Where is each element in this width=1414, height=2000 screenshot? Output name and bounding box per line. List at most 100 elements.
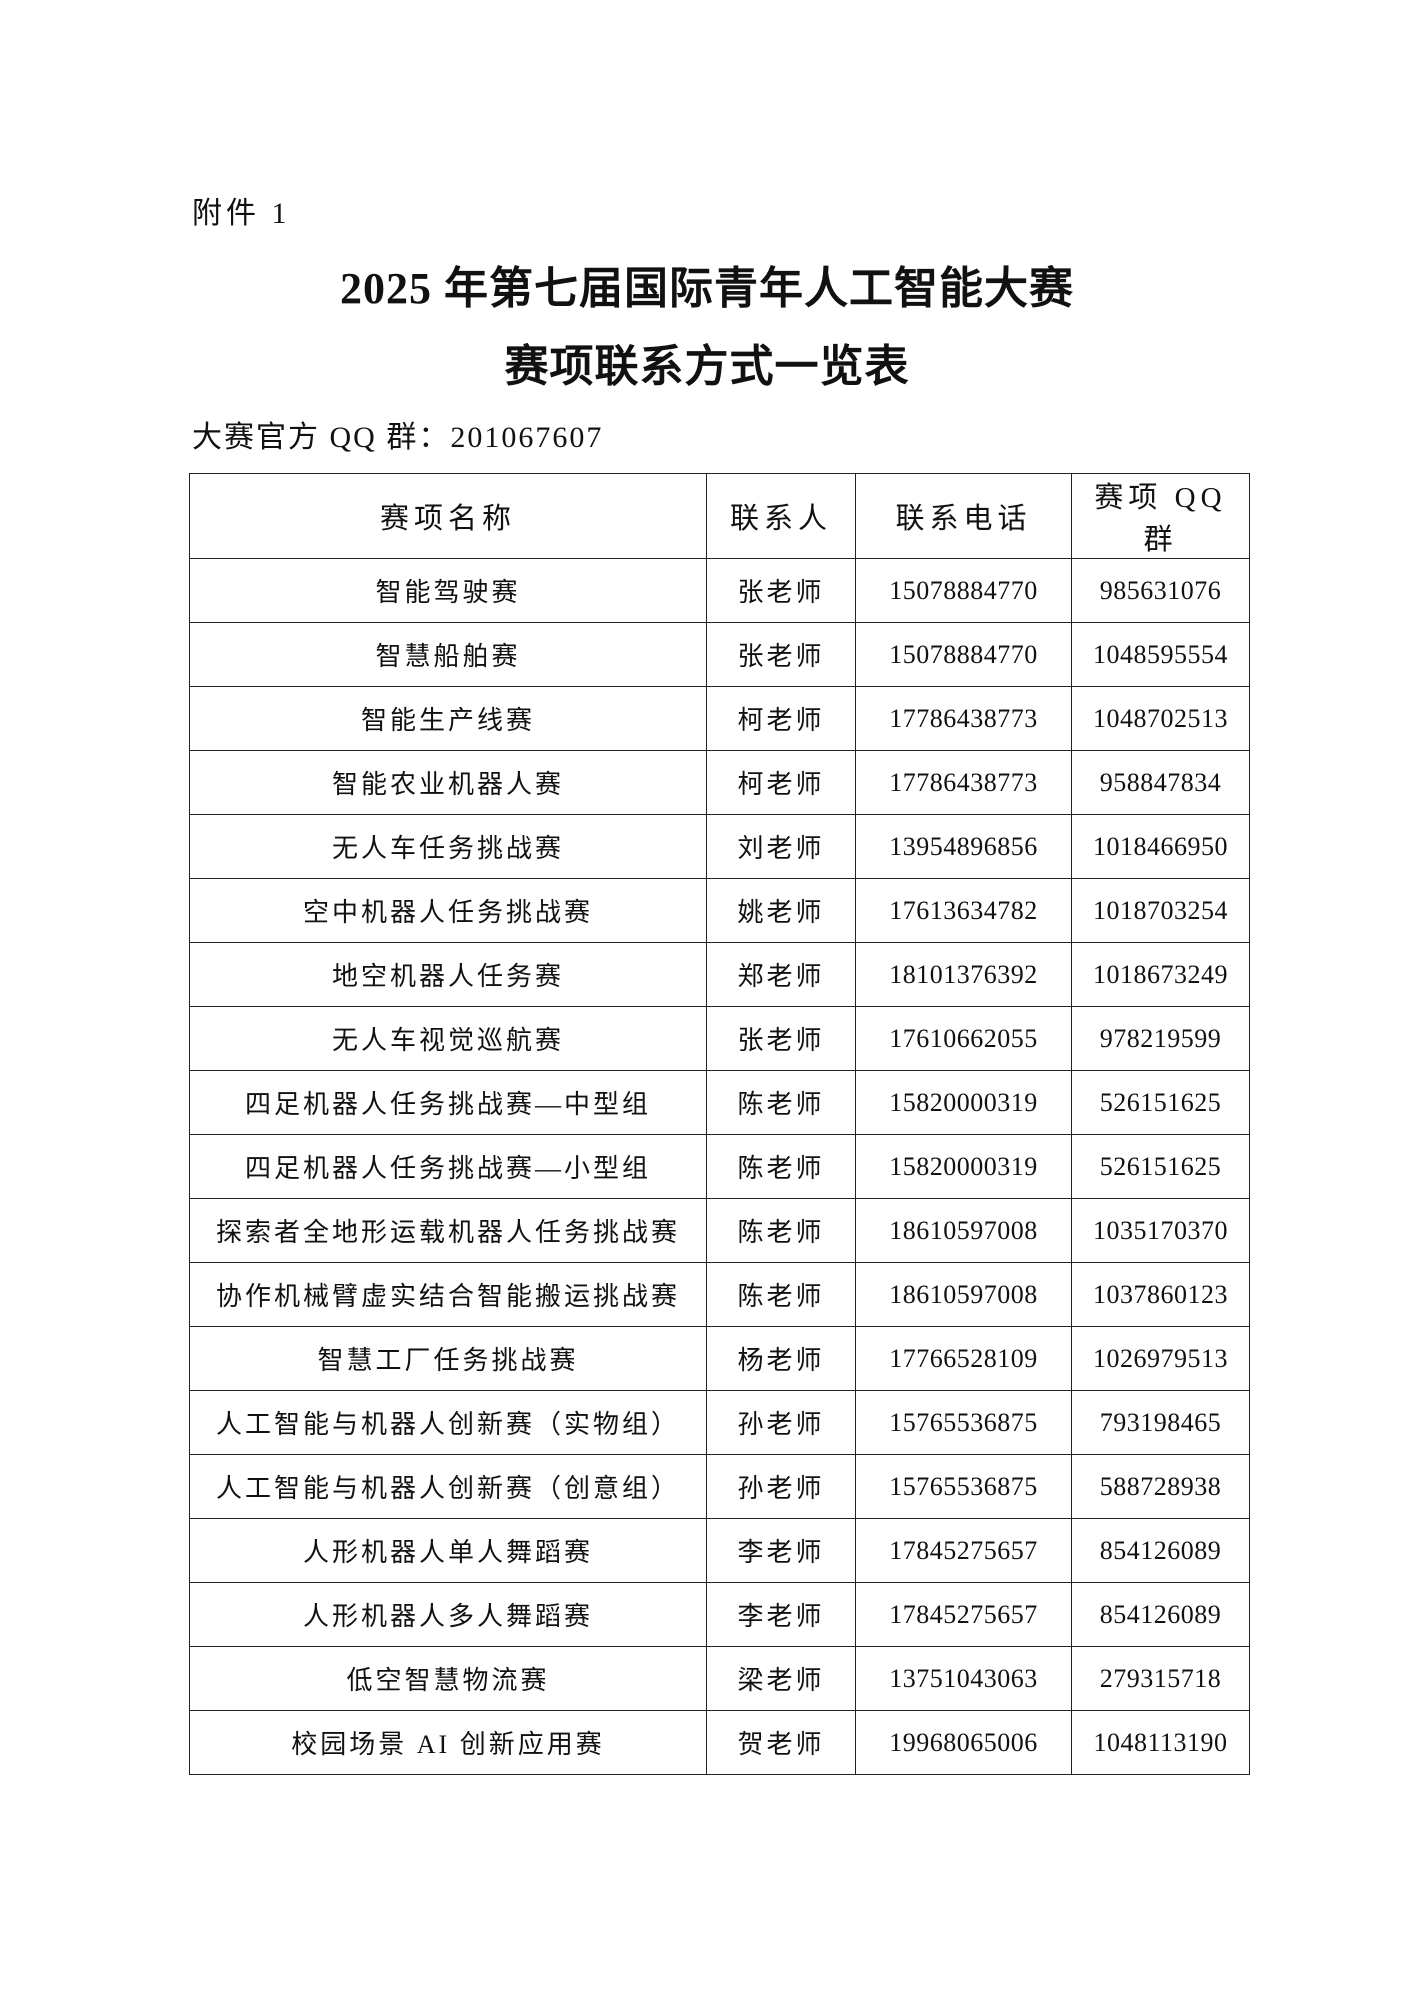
contact-cell: 李老师 — [706, 1518, 856, 1583]
contact-cell: 贺老师 — [706, 1710, 856, 1775]
phone-cell: 17610662055 — [855, 1006, 1072, 1071]
contact-cell: 张老师 — [706, 1006, 856, 1071]
contact-table: 赛项名称 联系人 联系电话 赛项 QQ 群 智能驾驶赛 张老师 1507888477… — [189, 473, 1250, 1775]
table-row: 人形机器人单人舞蹈赛 李老师 17845275657 854126089 — [189, 1518, 1250, 1583]
event-name-cell: 人工智能与机器人创新赛（创意组） — [189, 1454, 707, 1519]
phone-cell: 18610597008 — [855, 1262, 1072, 1327]
table-row: 无人车视觉巡航赛 张老师 17610662055 978219599 — [189, 1006, 1250, 1071]
qq-group-cell: 958847834 — [1071, 750, 1250, 815]
contact-cell: 郑老师 — [706, 942, 856, 1007]
contact-cell: 张老师 — [706, 558, 856, 623]
qq-group-cell: 854126089 — [1071, 1518, 1250, 1583]
phone-cell: 15765536875 — [855, 1390, 1072, 1455]
contact-cell: 陈老师 — [706, 1070, 856, 1135]
qq-group-cell: 985631076 — [1071, 558, 1250, 623]
event-name-cell: 低空智慧物流赛 — [189, 1646, 707, 1711]
table-row: 智慧船舶赛 张老师 15078884770 1048595554 — [189, 622, 1250, 687]
qq-group-cell: 588728938 — [1071, 1454, 1250, 1519]
table-row: 低空智慧物流赛 梁老师 13751043063 279315718 — [189, 1646, 1250, 1711]
phone-cell: 17786438773 — [855, 686, 1072, 751]
phone-cell: 15078884770 — [855, 622, 1072, 687]
table-header-row: 赛项名称 联系人 联系电话 赛项 QQ 群 — [189, 473, 1250, 559]
phone-cell: 13751043063 — [855, 1646, 1072, 1711]
header-contact: 联系人 — [706, 473, 856, 559]
official-qq-group: 大赛官方 QQ 群：201067607 — [192, 421, 604, 454]
event-name-cell: 无人车任务挑战赛 — [189, 814, 707, 879]
table-row: 人工智能与机器人创新赛（创意组） 孙老师 15765536875 588728938 — [189, 1454, 1250, 1519]
qq-group-cell: 1048113190 — [1071, 1710, 1250, 1775]
qq-group-cell: 526151625 — [1071, 1134, 1250, 1199]
table-row: 人工智能与机器人创新赛（实物组） 孙老师 15765536875 793198465 — [189, 1390, 1250, 1455]
qq-group-cell: 1018673249 — [1071, 942, 1250, 1007]
event-name-cell: 无人车视觉巡航赛 — [189, 1006, 707, 1071]
event-name-cell: 人形机器人多人舞蹈赛 — [189, 1582, 707, 1647]
table-row: 智能农业机器人赛 柯老师 17786438773 958847834 — [189, 750, 1250, 815]
header-phone: 联系电话 — [855, 473, 1072, 559]
contact-cell: 陈老师 — [706, 1198, 856, 1263]
qq-group-cell: 978219599 — [1071, 1006, 1250, 1071]
qq-group-cell: 526151625 — [1071, 1070, 1250, 1135]
event-name-cell: 智能生产线赛 — [189, 686, 707, 751]
phone-cell: 19968065006 — [855, 1710, 1072, 1775]
qq-group-cell: 854126089 — [1071, 1582, 1250, 1647]
attachment-label: 附件 1 — [192, 197, 291, 230]
event-name-cell: 校园场景 AI 创新应用赛 — [189, 1710, 707, 1775]
event-name-cell: 智慧船舶赛 — [189, 622, 707, 687]
table-row: 空中机器人任务挑战赛 姚老师 17613634782 1018703254 — [189, 878, 1250, 943]
phone-cell: 17766528109 — [855, 1326, 1072, 1391]
contact-cell: 梁老师 — [706, 1646, 856, 1711]
phone-cell: 18101376392 — [855, 942, 1072, 1007]
event-name-cell: 四足机器人任务挑战赛—小型组 — [189, 1134, 707, 1199]
contact-cell: 张老师 — [706, 622, 856, 687]
qq-group-cell: 1018703254 — [1071, 878, 1250, 943]
table-row: 智能驾驶赛 张老师 15078884770 985631076 — [189, 558, 1250, 623]
contact-cell: 姚老师 — [706, 878, 856, 943]
table-row: 人形机器人多人舞蹈赛 李老师 17845275657 854126089 — [189, 1582, 1250, 1647]
phone-cell: 18610597008 — [855, 1198, 1072, 1263]
qq-group-cell: 1048595554 — [1071, 622, 1250, 687]
phone-cell: 17613634782 — [855, 878, 1072, 943]
qq-group-cell: 279315718 — [1071, 1646, 1250, 1711]
qq-group-cell: 1026979513 — [1071, 1326, 1250, 1391]
event-name-cell: 空中机器人任务挑战赛 — [189, 878, 707, 943]
table-row: 协作机械臂虚实结合智能搬运挑战赛 陈老师 18610597008 1037860123 — [189, 1262, 1250, 1327]
table-row: 四足机器人任务挑战赛—中型组 陈老师 15820000319 526151625 — [189, 1070, 1250, 1135]
phone-cell: 15820000319 — [855, 1070, 1072, 1135]
phone-cell: 15820000319 — [855, 1134, 1072, 1199]
event-name-cell: 智慧工厂任务挑战赛 — [189, 1326, 707, 1391]
phone-cell: 17845275657 — [855, 1582, 1072, 1647]
contact-cell: 柯老师 — [706, 750, 856, 815]
header-event-name: 赛项名称 — [189, 473, 707, 559]
event-name-cell: 人形机器人单人舞蹈赛 — [189, 1518, 707, 1583]
qq-group-cell: 1037860123 — [1071, 1262, 1250, 1327]
contact-cell: 杨老师 — [706, 1326, 856, 1391]
document-title: 2025 年第七届国际青年人工智能大赛 — [340, 264, 1074, 313]
event-name-cell: 四足机器人任务挑战赛—中型组 — [189, 1070, 707, 1135]
document-subtitle: 赛项联系方式一览表 — [504, 342, 910, 391]
contact-cell: 柯老师 — [706, 686, 856, 751]
contact-cell: 陈老师 — [706, 1262, 856, 1327]
qq-group-cell: 1048702513 — [1071, 686, 1250, 751]
event-name-cell: 协作机械臂虚实结合智能搬运挑战赛 — [189, 1262, 707, 1327]
event-name-cell: 探索者全地形运载机器人任务挑战赛 — [189, 1198, 707, 1263]
event-name-cell: 智能驾驶赛 — [189, 558, 707, 623]
table-row: 四足机器人任务挑战赛—小型组 陈老师 15820000319 526151625 — [189, 1134, 1250, 1199]
phone-cell: 13954896856 — [855, 814, 1072, 879]
contact-cell: 孙老师 — [706, 1454, 856, 1519]
phone-cell: 15765536875 — [855, 1454, 1072, 1519]
phone-cell: 17845275657 — [855, 1518, 1072, 1583]
table-row: 地空机器人任务赛 郑老师 18101376392 1018673249 — [189, 942, 1250, 1007]
header-qq-group: 赛项 QQ 群 — [1071, 473, 1250, 559]
contact-cell: 陈老师 — [706, 1134, 856, 1199]
event-name-cell: 人工智能与机器人创新赛（实物组） — [189, 1390, 707, 1455]
event-name-cell: 智能农业机器人赛 — [189, 750, 707, 815]
event-name-cell: 地空机器人任务赛 — [189, 942, 707, 1007]
qq-group-cell: 1018466950 — [1071, 814, 1250, 879]
qq-group-cell: 793198465 — [1071, 1390, 1250, 1455]
table-row: 探索者全地形运载机器人任务挑战赛 陈老师 18610597008 1035170370 — [189, 1198, 1250, 1263]
qq-group-cell: 1035170370 — [1071, 1198, 1250, 1263]
phone-cell: 15078884770 — [855, 558, 1072, 623]
contact-cell: 刘老师 — [706, 814, 856, 879]
contact-cell: 李老师 — [706, 1582, 856, 1647]
table-row: 校园场景 AI 创新应用赛 贺老师 19968065006 1048113190 — [189, 1710, 1250, 1775]
